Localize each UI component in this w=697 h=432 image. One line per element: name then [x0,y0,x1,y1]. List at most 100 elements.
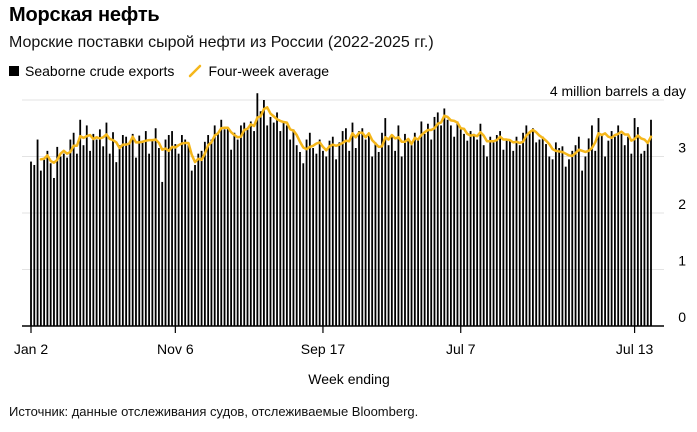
bar [59,156,62,326]
bar [194,164,196,326]
legend-item-average: Four-week average [188,63,329,79]
y-axis: 0 1 2 3 4 million barrels a day [550,83,686,325]
bar [259,111,262,326]
bar [285,125,288,327]
bar [515,136,518,326]
bar [177,153,180,326]
bar [548,156,551,326]
bar [164,139,167,326]
y-tick-label: 2 [678,196,686,212]
bar [591,125,593,327]
bar [256,93,259,326]
bar [610,131,613,326]
bar [489,136,492,326]
bar [499,131,501,326]
source-note: Источник: данные отслеживания судов, отс… [9,404,419,419]
x-tick-label: Jan 2 [14,341,48,357]
bar [154,128,157,326]
bar [617,125,620,327]
y-tick-label: 0 [678,309,686,325]
legend-line-swatch [189,64,202,78]
bar [443,108,446,326]
bar [371,156,374,326]
bar [620,133,623,326]
average-series [39,106,653,164]
bar [364,139,367,326]
bar [581,170,584,327]
bar [89,150,91,326]
bar [325,156,328,326]
bar [200,150,203,326]
bar [76,153,78,326]
bar [322,150,324,326]
bar [345,128,347,326]
x-tick-label: Jul 13 [616,341,654,357]
bar [387,145,390,326]
bar [420,121,423,326]
bar [479,123,482,326]
bar [532,128,534,326]
bar [158,148,160,326]
bar [210,139,213,326]
bar [121,135,124,326]
bar [577,136,580,326]
bar [98,129,101,326]
bar [446,119,449,326]
bar [512,150,515,326]
bar [266,125,269,327]
bar [95,139,98,326]
bar [551,159,554,326]
bar [351,122,354,326]
bar [289,139,292,326]
bar [115,162,118,326]
bar [79,119,82,326]
bar [72,132,75,326]
bar [427,123,429,326]
bar [472,133,475,326]
bar [240,125,242,327]
bar [276,112,278,327]
bar [607,140,610,326]
x-tick-label: Sep 17 [301,341,346,357]
bar [253,131,255,326]
bar [476,139,479,326]
bar [456,121,459,326]
bar [190,170,193,327]
bar [213,125,216,327]
bar [49,163,52,326]
bar [545,144,547,326]
bar [482,145,485,326]
bar [92,133,95,326]
bar [299,151,301,326]
bar [453,136,456,326]
chart-subtitle: Морские поставки сырой нефти из России (… [9,34,434,51]
bar [43,159,46,326]
bar [30,161,32,326]
bar [495,135,498,326]
bar [407,139,410,326]
bar [528,132,531,326]
bar [125,136,128,326]
bar [574,145,577,326]
bar [226,127,229,327]
bar [203,141,206,326]
bar [568,159,570,326]
bar [249,121,252,326]
bar [263,100,265,326]
bar [66,157,68,326]
bar [269,116,272,326]
x-axis-title: Week ending [308,371,389,387]
bar [459,129,462,326]
bar [554,142,557,327]
bar [141,140,144,326]
bar [413,132,416,326]
bar [400,156,403,326]
bar [390,136,393,326]
bar [604,156,606,326]
bar [217,133,219,326]
bar [161,181,164,326]
bar [522,132,524,326]
bar [541,136,544,326]
bar [367,135,370,326]
